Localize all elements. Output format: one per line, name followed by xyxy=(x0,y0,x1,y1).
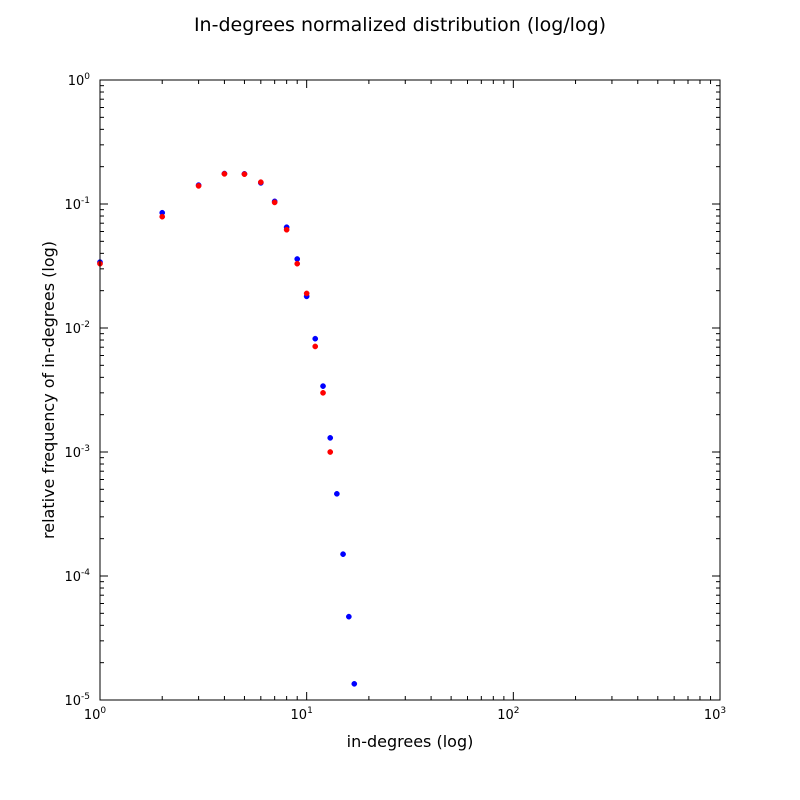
y-axis-label: relative frequency of in-degrees (log) xyxy=(39,241,58,539)
data-point-series-1 xyxy=(327,435,334,441)
y-tick-label: 10-2 xyxy=(64,320,90,337)
plot-frame xyxy=(99,79,721,701)
data-point-series-1 xyxy=(312,335,319,342)
x-tick-label: 103 xyxy=(704,706,726,723)
data-point-series-2 xyxy=(221,171,228,177)
data-point-series-2 xyxy=(283,226,290,233)
data-point-series-2 xyxy=(241,171,248,178)
y-tick-label: 10-4 xyxy=(64,568,90,585)
x-tick-label: 101 xyxy=(291,706,313,723)
data-point-series-1 xyxy=(346,613,352,620)
axis-ticks: 100 101 102 103 100 10-1 10-2 10-3 10-4 10-5 xyxy=(64,72,726,723)
data-point-series-2 xyxy=(327,449,334,455)
data-point-series-2 xyxy=(271,199,278,206)
x-axis-label: in-degrees (log) xyxy=(347,732,474,751)
data-point-series-2 xyxy=(195,183,202,189)
data-point-series-2 xyxy=(294,260,301,267)
y-tick-label: 100 xyxy=(68,72,91,89)
y-tick-label: 10-1 xyxy=(64,196,90,213)
data-point-series-2 xyxy=(159,213,166,220)
x-tick-label: 102 xyxy=(497,706,519,723)
data-points xyxy=(97,170,358,687)
data-point-series-2 xyxy=(303,290,310,297)
data-point-series-2 xyxy=(320,389,326,396)
y-tick-label: 10-3 xyxy=(64,444,90,461)
data-point-series-1 xyxy=(294,256,301,262)
data-point-series-1 xyxy=(351,680,358,687)
y-tick-label: 10-5 xyxy=(64,692,90,709)
chart-title: In-degrees normalized distribution (log/… xyxy=(194,14,606,36)
x-tick-label: 100 xyxy=(84,706,107,723)
data-point-series-2 xyxy=(257,179,264,186)
data-point-series-1 xyxy=(320,383,326,389)
data-point-series-1 xyxy=(334,490,340,497)
data-point-series-1 xyxy=(340,551,346,558)
data-point-series-2 xyxy=(312,343,319,350)
